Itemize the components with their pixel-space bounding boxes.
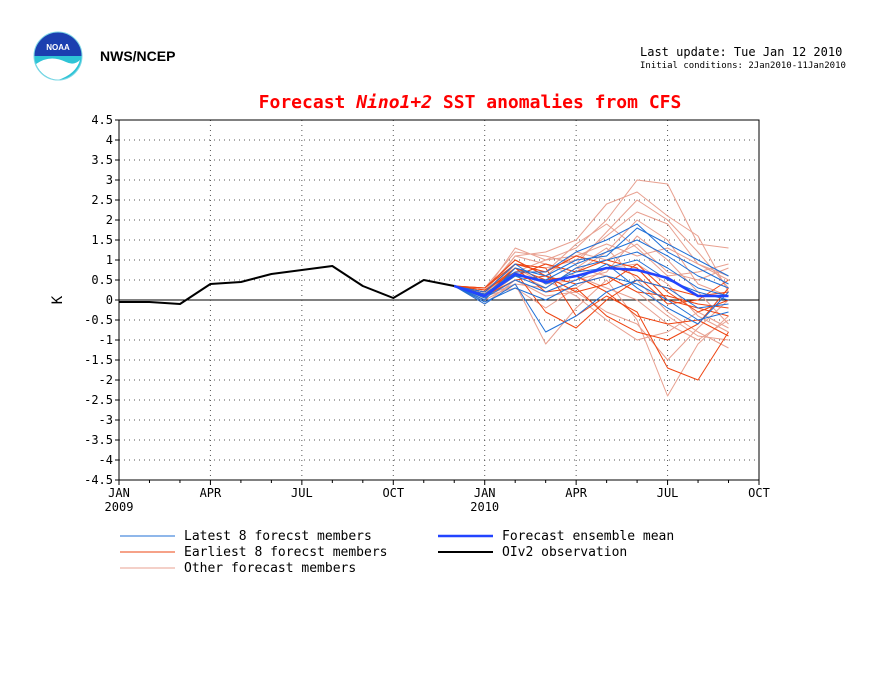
y-tick-label: -4.5 <box>84 473 113 487</box>
earliest-member-line <box>454 255 729 305</box>
y-tick-label: 4 <box>106 133 113 147</box>
y-tick-label: 2.5 <box>91 193 113 207</box>
legend: Latest 8 forecst members Forecast ensembl… <box>120 529 674 576</box>
y-tick-label: 0 <box>106 293 113 307</box>
x-tick-year: 2010 <box>470 500 499 514</box>
y-tick-label: -3.5 <box>84 433 113 447</box>
y-tick-label: 3.5 <box>91 153 113 167</box>
x-tick-label: APR <box>200 486 222 500</box>
noaa-logo-icon: NOAA <box>33 31 83 81</box>
chart-title-prefix: Forecast <box>259 92 357 113</box>
last-update: Last update: Tue Jan 12 2010 <box>640 45 842 59</box>
earliest-member-line <box>454 267 729 341</box>
grid-layer <box>119 120 759 480</box>
y-tick-label: 1 <box>106 253 113 267</box>
y-tick-label: 3 <box>106 173 113 187</box>
x-tick-year: 2009 <box>105 500 134 514</box>
legend-label: Earliest 8 forecst members <box>184 545 388 560</box>
x-tick-label: OCT <box>382 486 404 500</box>
y-tick-label: -0.5 <box>84 313 113 327</box>
legend-label: Latest 8 forecst members <box>184 529 372 544</box>
other-member-line <box>454 247 729 349</box>
chart-title-region: Nino1+2 <box>355 92 432 113</box>
ensemble-mean-line <box>453 266 729 298</box>
y-tick-label: -4 <box>99 453 113 467</box>
y-tick-label: 2 <box>106 213 113 227</box>
y-tick-label: -2.5 <box>84 393 113 407</box>
x-tick-label: JAN <box>108 486 130 500</box>
plot-frame <box>118 119 760 481</box>
y-axis-label: K <box>50 295 66 304</box>
x-tick-label: APR <box>565 486 587 500</box>
x-tick-label: JAN <box>474 486 496 500</box>
observation-line <box>119 265 455 305</box>
earliest-member-line <box>454 271 729 329</box>
y-tick-label: 1.5 <box>91 233 113 247</box>
org-label: NWS/NCEP <box>100 48 175 64</box>
noaa-logo-text: NOAA <box>46 43 70 52</box>
x-tick-label: JUL <box>291 486 313 500</box>
chart-title-suffix: SST anomalies from CFS <box>432 92 681 113</box>
y-tick-label: -2 <box>99 373 113 387</box>
x-tick-label: JUL <box>657 486 679 500</box>
legend-label: Forecast ensemble mean <box>502 529 674 544</box>
y-tick-label: 0.5 <box>91 273 113 287</box>
initial-conditions: Initial conditions: 2Jan2010-11Jan2010 <box>640 61 846 71</box>
y-tick-label: 4.5 <box>91 113 113 127</box>
legend-label: Other forecast members <box>184 561 356 576</box>
legend-label: OIv2 observation <box>502 545 627 560</box>
series-layer <box>119 179 729 397</box>
chart-title: Forecast Nino1+2 SST anomalies from CFS <box>259 92 682 113</box>
earliest-member-line <box>454 267 729 337</box>
y-tick-label: -1 <box>99 333 113 347</box>
latest-member-line <box>453 279 729 333</box>
other-member-line <box>454 199 729 289</box>
latest-member-line <box>453 275 729 321</box>
latest-member-line <box>454 223 729 295</box>
y-tick-label: -1.5 <box>84 353 113 367</box>
axis-layer: 4.5 4 3.5 3 2.5 2 1.5 1 0.5 0 -0.5 -1 -1.5 -2 -2.5 -3 -3… <box>84 113 770 514</box>
y-tick-label: -3 <box>99 413 113 427</box>
x-tick-label: OCT <box>748 486 770 500</box>
